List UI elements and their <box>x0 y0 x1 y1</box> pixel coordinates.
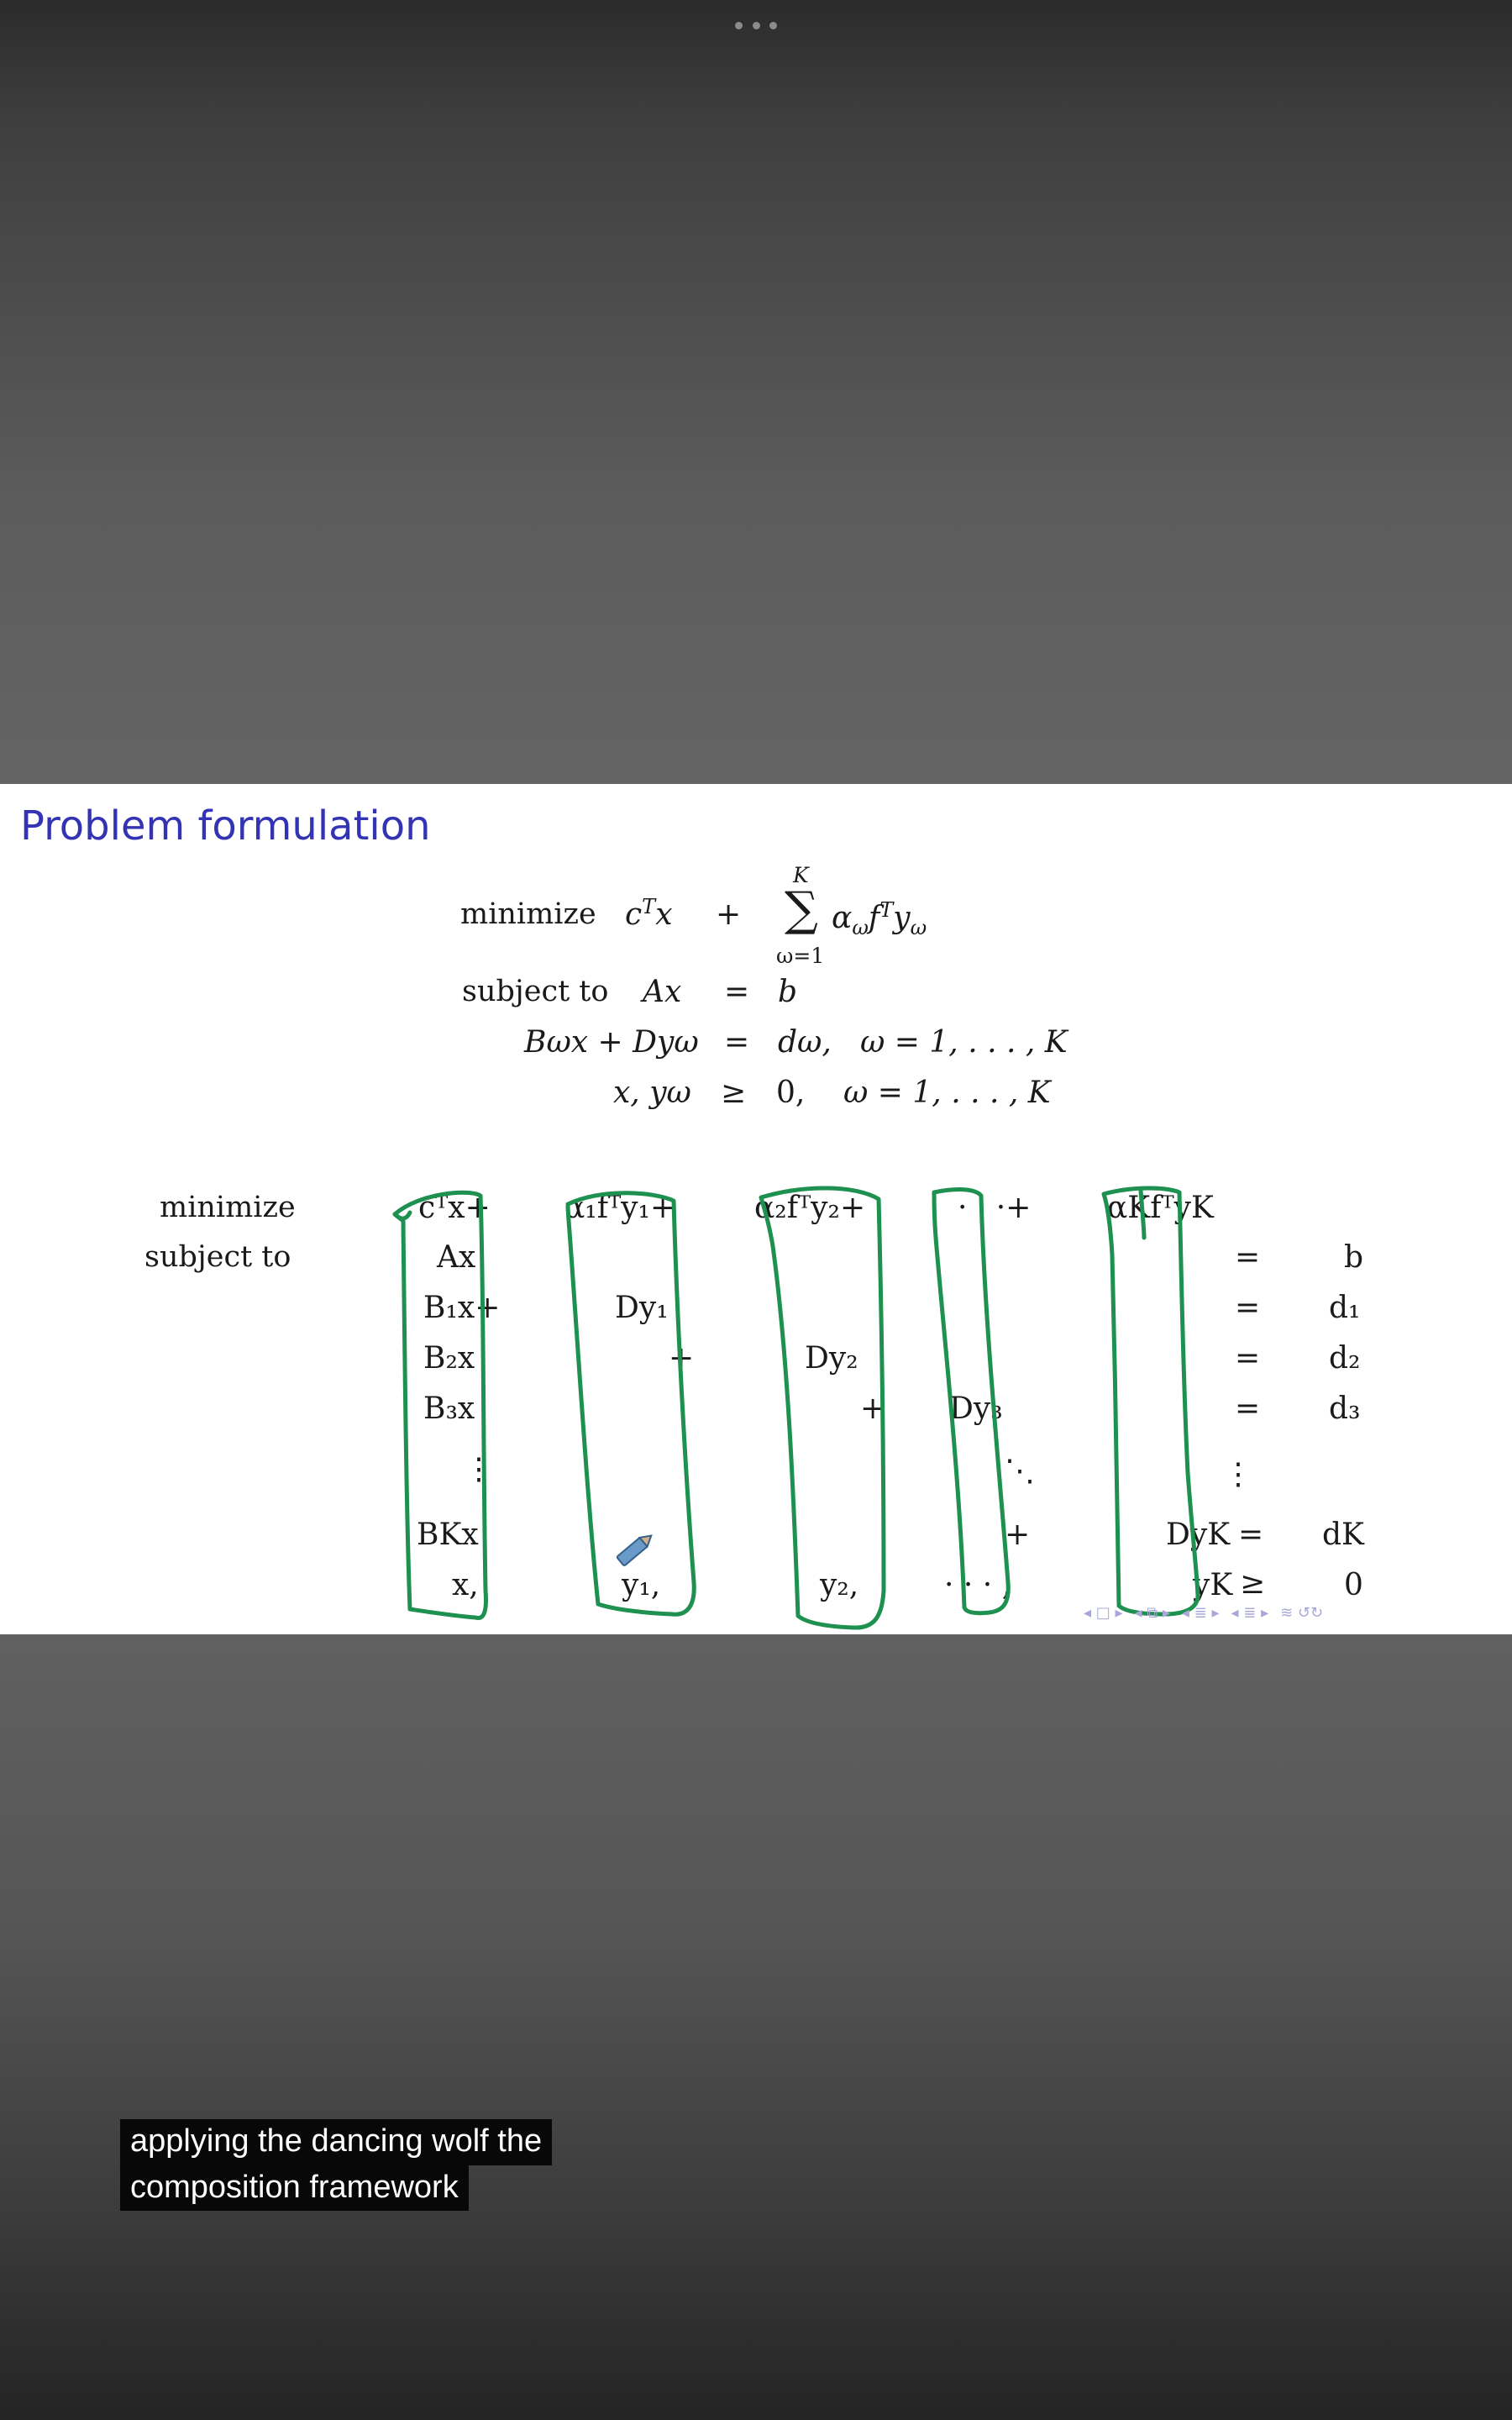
nonneg-rhs: 0 <box>1344 1568 1363 1602</box>
nonneg-y2: y₂, <box>820 1568 859 1602</box>
objective-term-scenario-2: α₂fᵀy₂+ <box>754 1191 866 1225</box>
more-options-icon[interactable] <box>735 17 777 34</box>
formulation-subject-to-label: subject to <box>462 975 609 1008</box>
constraint-3-range: ω = 1, . . . , K <box>843 1076 1051 1110</box>
nav-search-icon[interactable]: ≋ ↺↻ <box>1280 1603 1324 1622</box>
formulation-minimize-label: minimize <box>460 897 596 931</box>
first-stage-rhs: b <box>1344 1240 1364 1275</box>
objective-term-first-stage: cᵀx+ <box>418 1191 491 1225</box>
first-stage-rel: = <box>1235 1240 1261 1275</box>
scenario-1-Bx: B₁x+ <box>423 1291 501 1325</box>
caption-line-2: composition framework <box>120 2165 469 2212</box>
caption-line-1: applying the dancing wolf the <box>120 2119 553 2165</box>
constraint-3-rel: ≥ <box>721 1076 747 1110</box>
scenario-2-rel: = <box>1235 1341 1261 1376</box>
ink-loop-scenario-1 <box>565 1191 696 1617</box>
extensive-minimize-label: minimize <box>160 1191 296 1224</box>
slide-title: Problem formulation <box>20 802 431 850</box>
nav-prev-icon[interactable]: ◂ ⧉ ▸ <box>1134 1603 1170 1622</box>
scenario-K-Bx: BKx <box>417 1518 479 1552</box>
diagonal-dots: ⋱ <box>1005 1454 1035 1488</box>
summation-icon: ∑ <box>785 882 818 937</box>
formulation-sum-upper: K <box>793 863 809 887</box>
vertical-dots-left: ⋮ <box>464 1452 494 1486</box>
constraint-1-rel: = <box>724 975 750 1009</box>
nav-next-icon[interactable]: ◂ ≣ ▸ <box>1181 1603 1220 1622</box>
constraint-3-lhs: x, yω <box>613 1076 691 1110</box>
scenario-3-Dy: Dy₃ <box>949 1392 1003 1426</box>
constraint-2-range: ω = 1, . . . , K <box>860 1025 1068 1060</box>
scenario-1-rhs: d₁ <box>1329 1291 1361 1325</box>
scenario-2-Bx: B₂x <box>423 1341 475 1376</box>
nav-section-icon[interactable]: ◂ ≣ ▸ <box>1231 1603 1269 1622</box>
scenario-K-Dy: DyK <box>1166 1518 1231 1552</box>
scenario-2-Dy: Dy₂ <box>805 1341 858 1376</box>
slide: Problem formulation minimize cTx + K ∑ ω… <box>0 784 1512 1634</box>
nonneg-x: x, <box>452 1568 479 1602</box>
scenario-1-Dy: Dy₁ <box>615 1291 669 1325</box>
scenario-3-rhs: d₃ <box>1329 1392 1361 1426</box>
extensive-subject-to-label: subject to <box>144 1240 291 1274</box>
video-caption: applying the dancing wolf the compositio… <box>120 2119 553 2212</box>
formulation-sum-lower: ω=1 <box>776 944 825 968</box>
formulation-plus: + <box>716 897 742 932</box>
pencil-icon <box>616 1534 653 1566</box>
scenario-2-rhs: d₂ <box>1329 1341 1361 1376</box>
scenario-K-rel: = <box>1238 1518 1264 1552</box>
ink-first-stage-tick <box>392 1210 412 1221</box>
constraint-2-lhs: Bωx + Dyω <box>524 1025 699 1060</box>
nonneg-rel: ≥ <box>1240 1566 1266 1601</box>
constraint-1-lhs: Ax <box>643 975 682 1009</box>
scenario-3-Bx: B₃x <box>423 1392 475 1426</box>
formulation-sum-term: αωfTyω <box>832 898 927 940</box>
nonneg-ellipsis: · · · , <box>944 1568 1012 1602</box>
scenario-K-rhs: dK <box>1322 1518 1364 1552</box>
vertical-dots-right: ⋮ <box>1223 1457 1253 1491</box>
objective-term-scenario-1: α₁fᵀy₁+ <box>564 1191 676 1225</box>
constraint-2-rhs: dω, <box>778 1025 832 1060</box>
scenario-3-plus: + <box>860 1392 886 1426</box>
constraint-3-rhs: 0, <box>776 1076 806 1110</box>
constraint-1-rhs: b <box>778 975 798 1009</box>
beamer-navigation-bar: ◂ □ ▸ ◂ ⧉ ▸ ◂ ≣ ▸ ◂ ≣ ▸ ≋ ↺↻ <box>1084 1601 1504 1624</box>
nav-first-icon[interactable]: ◂ □ ▸ <box>1084 1603 1123 1622</box>
objective-term-ellipsis: · · ·+ <box>958 1191 1032 1225</box>
scenario-1-rel: = <box>1235 1291 1261 1325</box>
scenario-3-rel: = <box>1235 1392 1261 1426</box>
first-stage-lhs: Ax <box>437 1240 476 1275</box>
scenario-K-plus: + <box>1005 1518 1031 1552</box>
constraint-2-rel: = <box>724 1025 750 1060</box>
nonneg-yK: yK <box>1193 1568 1233 1602</box>
nonneg-y1: y₁, <box>622 1568 661 1602</box>
scenario-2-plus: + <box>669 1341 695 1376</box>
objective-term-scenario-K: αKfᵀyK <box>1107 1191 1214 1225</box>
formulation-objective-first: cTx <box>625 895 673 932</box>
